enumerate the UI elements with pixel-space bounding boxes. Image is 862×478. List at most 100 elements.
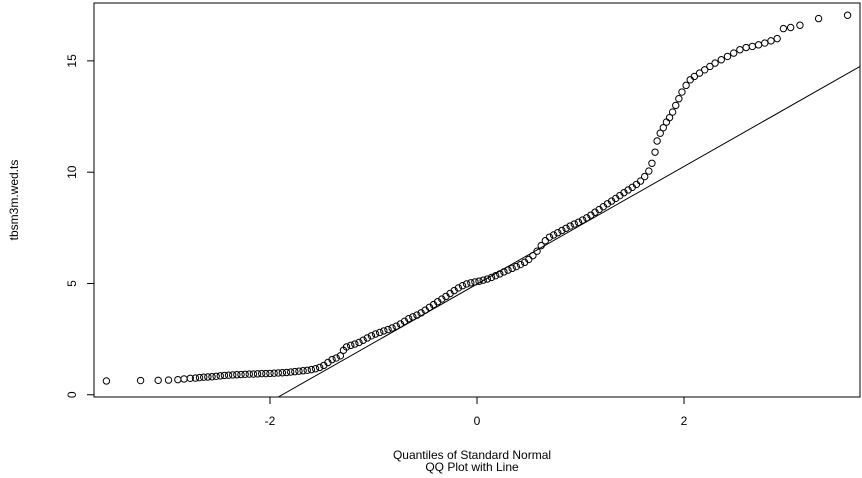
data-point: [216, 372, 224, 380]
data-point: [299, 367, 307, 375]
y-axis: 0 5 10 15: [65, 54, 94, 398]
data-point: [786, 23, 795, 32]
data-point: [675, 95, 683, 103]
data-point: [359, 336, 367, 344]
data-point: [562, 224, 570, 232]
data-point: [711, 59, 719, 67]
data-point: [154, 376, 162, 385]
data-point: [656, 129, 664, 137]
data-point: [462, 280, 471, 288]
data-point: [653, 137, 661, 145]
data-point: [558, 226, 566, 235]
data-point: [779, 24, 788, 33]
data-point: [164, 376, 173, 384]
data-point: [282, 368, 291, 377]
data-point: [384, 325, 392, 334]
x-axis: -2 0 2: [265, 397, 688, 428]
data-point: [574, 218, 583, 226]
data-point: [291, 367, 299, 376]
data-point: [648, 159, 656, 167]
data-point: [695, 69, 704, 77]
data-point: [237, 370, 245, 379]
data-point: [651, 148, 659, 156]
data-point: [668, 108, 677, 116]
data-point: [525, 255, 533, 264]
data-point: [796, 21, 804, 29]
data-point: [262, 369, 270, 378]
data-point: [224, 371, 233, 379]
data-point: [307, 365, 316, 374]
data-point: [672, 101, 680, 110]
data-point: [717, 56, 725, 64]
data-point: [336, 352, 345, 360]
data-point: [245, 370, 253, 378]
data-point: [483, 275, 492, 283]
data-point: [295, 367, 303, 375]
data-point: [843, 11, 852, 19]
data-point: [363, 334, 371, 342]
y-tick-label: 5: [65, 280, 79, 287]
data-point: [706, 62, 714, 71]
data-point: [512, 262, 521, 271]
y-tick-label: 15: [65, 54, 79, 68]
data-point: [315, 363, 324, 372]
data-point: [636, 177, 645, 185]
data-point: [233, 371, 241, 379]
data-point: [311, 365, 320, 373]
data-point: [554, 229, 562, 237]
x-tick-label: -2: [265, 414, 276, 428]
data-point: [645, 167, 653, 175]
data-point: [200, 373, 208, 381]
data-point: [659, 123, 668, 132]
data-point: [516, 260, 525, 269]
data-point: [508, 264, 516, 273]
data-point: [102, 377, 111, 385]
data-point: [549, 231, 558, 239]
data-point: [253, 370, 262, 378]
data-point: [376, 328, 384, 337]
y-axis-label: tbsm3m.wed.ts: [7, 160, 21, 241]
data-point: [328, 355, 336, 364]
data-point: [454, 284, 463, 292]
data-point: [458, 282, 467, 290]
data-point: [479, 276, 487, 284]
data-point: [371, 330, 380, 338]
data-point: [351, 340, 359, 348]
data-point: [773, 34, 781, 43]
data-point: [736, 46, 744, 54]
x-tick-label: 0: [474, 414, 481, 428]
data-point: [204, 373, 212, 381]
y-tick-label: 10: [65, 165, 79, 179]
data-point: [286, 368, 295, 376]
data-point: [767, 37, 775, 45]
plot-caption: QQ Plot with Line: [425, 460, 519, 474]
data-point: [274, 369, 282, 377]
data-point: [191, 374, 200, 382]
data-point: [467, 279, 475, 287]
data-point: [278, 369, 287, 377]
data-point: [761, 39, 769, 47]
data-point: [578, 216, 587, 224]
data-point: [220, 371, 229, 380]
data-point: [701, 66, 709, 74]
x-axis-label: Quantiles of Standard Normal: [393, 448, 551, 462]
data-point: [723, 52, 732, 61]
data-point: [690, 72, 699, 81]
data-point: [136, 376, 145, 385]
data-point: [814, 14, 823, 23]
data-point: [266, 369, 274, 378]
data-point: [545, 233, 554, 241]
data-point: [404, 314, 413, 323]
data-point: [570, 220, 578, 228]
data-point: [355, 338, 363, 347]
y-tick-label: 0: [65, 391, 79, 398]
data-point: [212, 372, 220, 380]
data-point: [566, 222, 574, 230]
data-point: [208, 373, 216, 381]
data-point: [347, 341, 355, 350]
data-point: [367, 332, 376, 340]
data-point: [682, 81, 690, 90]
data-point: [270, 369, 278, 377]
